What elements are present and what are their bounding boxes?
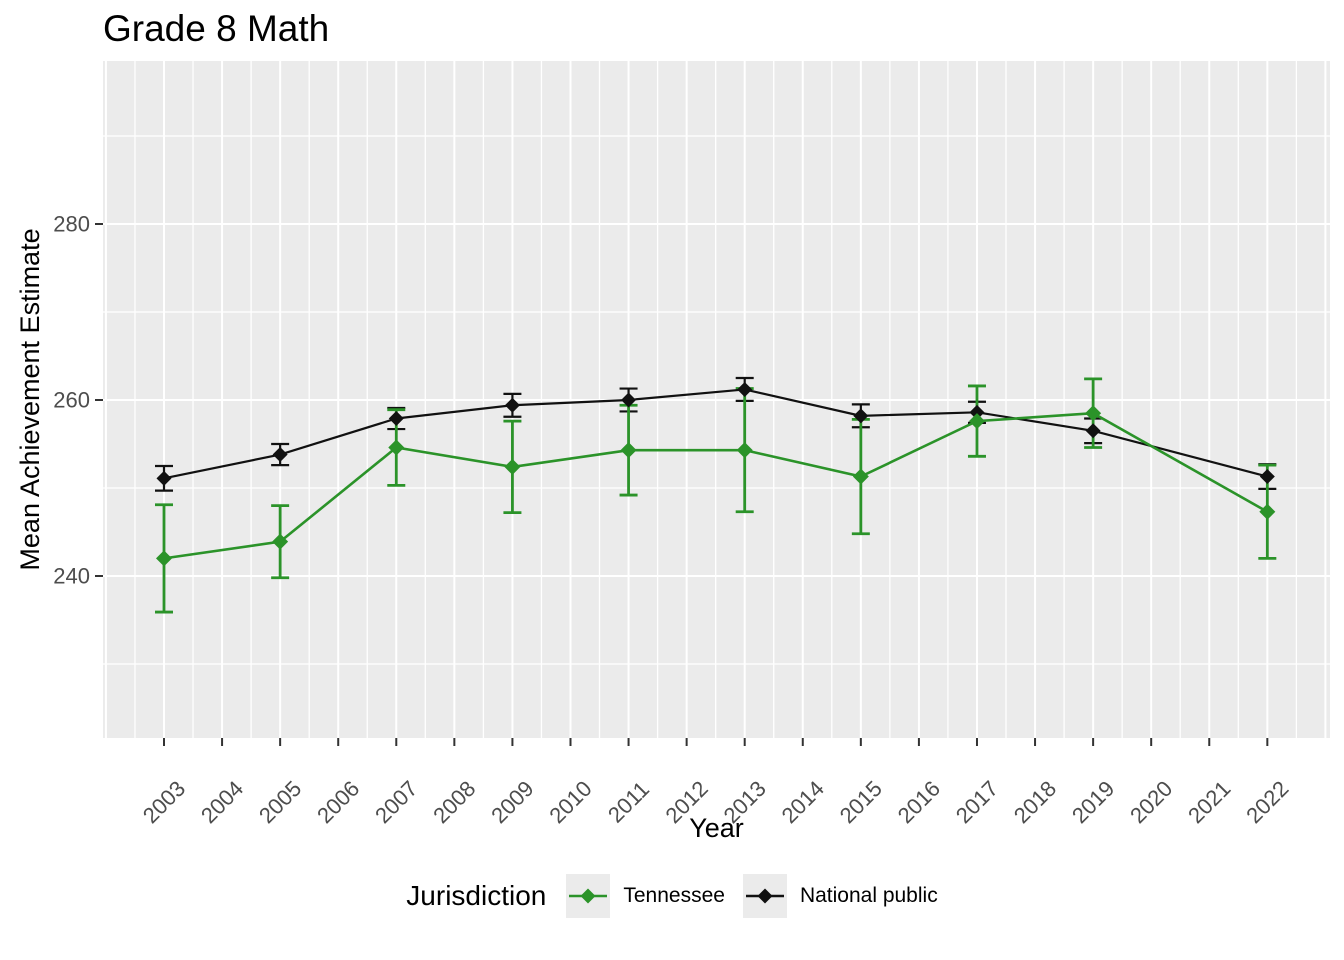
x-tick-label: 2020 xyxy=(1125,776,1177,828)
x-tick-label: 2011 xyxy=(603,776,654,827)
legend-key-glyph xyxy=(569,888,608,904)
data-point xyxy=(852,468,869,485)
y-axis-ticks xyxy=(95,223,103,577)
y-tick-label: 260 xyxy=(53,388,90,413)
x-tick-label: 2003 xyxy=(138,776,190,828)
x-tick-label: 2014 xyxy=(777,776,829,828)
data-point xyxy=(853,408,869,424)
y-axis-labels: 240 260 280 xyxy=(53,212,90,589)
x-tick-label: 2005 xyxy=(254,776,306,828)
y-tick-label: 240 xyxy=(53,564,90,589)
line-national-public xyxy=(163,388,1268,480)
legend-key-swatch xyxy=(742,874,787,918)
y-tick-label: 280 xyxy=(53,212,90,237)
data-point xyxy=(736,442,753,459)
legend-items: Tennessee National public xyxy=(566,874,938,918)
x-axis-title: Year xyxy=(689,813,744,843)
data-point xyxy=(272,533,289,550)
legend-label: National public xyxy=(799,884,938,907)
legend: Jurisdiction Tennessee National public xyxy=(0,874,1344,918)
data-point xyxy=(504,397,520,413)
data-point xyxy=(272,447,288,463)
data-point xyxy=(1259,503,1276,520)
plot-title: Grade 8 Math xyxy=(103,8,330,49)
data-point xyxy=(620,442,637,459)
data-point xyxy=(388,410,404,426)
y-axis-title: Mean Achievement Estimate xyxy=(15,228,45,570)
data-point xyxy=(737,381,753,397)
legend-label: Tennessee xyxy=(623,884,725,907)
data-point xyxy=(1085,405,1102,422)
x-tick-label: 2021 xyxy=(1183,776,1235,828)
data-point xyxy=(156,550,172,567)
legend-key-glyph xyxy=(745,888,784,904)
x-axis-ticks xyxy=(163,738,1269,746)
legend-item-national-public: National public xyxy=(742,874,938,918)
legend-title: Jurisdiction xyxy=(406,880,547,911)
points-national-public xyxy=(156,381,1275,486)
x-tick-label: 2009 xyxy=(486,776,538,828)
x-tick-label: 2006 xyxy=(312,776,364,828)
x-tick-label: 2019 xyxy=(1067,776,1119,828)
line-tennessee xyxy=(163,411,1268,560)
x-tick-label: 2022 xyxy=(1241,776,1293,828)
data-point xyxy=(968,413,985,430)
data-point xyxy=(1259,469,1275,485)
data-point xyxy=(388,439,405,456)
data-point xyxy=(156,470,172,486)
x-tick-label: 2007 xyxy=(370,776,422,828)
legend-diamond-icon xyxy=(580,888,596,904)
x-tick-label: 2016 xyxy=(893,776,945,828)
legend-item-tennessee: Tennessee xyxy=(566,874,725,918)
x-tick-label: 2010 xyxy=(544,776,596,828)
x-tick-label: 2008 xyxy=(428,776,480,828)
data-point xyxy=(1085,423,1101,439)
x-tick-label: 2017 xyxy=(951,776,1003,828)
x-tick-label: 2004 xyxy=(196,776,248,828)
gridlines-major xyxy=(103,61,1330,738)
data-point xyxy=(969,404,985,420)
points-tennessee xyxy=(156,405,1276,567)
legend-diamond-icon xyxy=(757,888,773,904)
x-tick-label: 2018 xyxy=(1009,776,1061,828)
x-tick-label: 2015 xyxy=(835,776,887,828)
data-point xyxy=(504,458,521,475)
legend-key-swatch xyxy=(566,874,611,918)
data-point xyxy=(621,392,637,408)
